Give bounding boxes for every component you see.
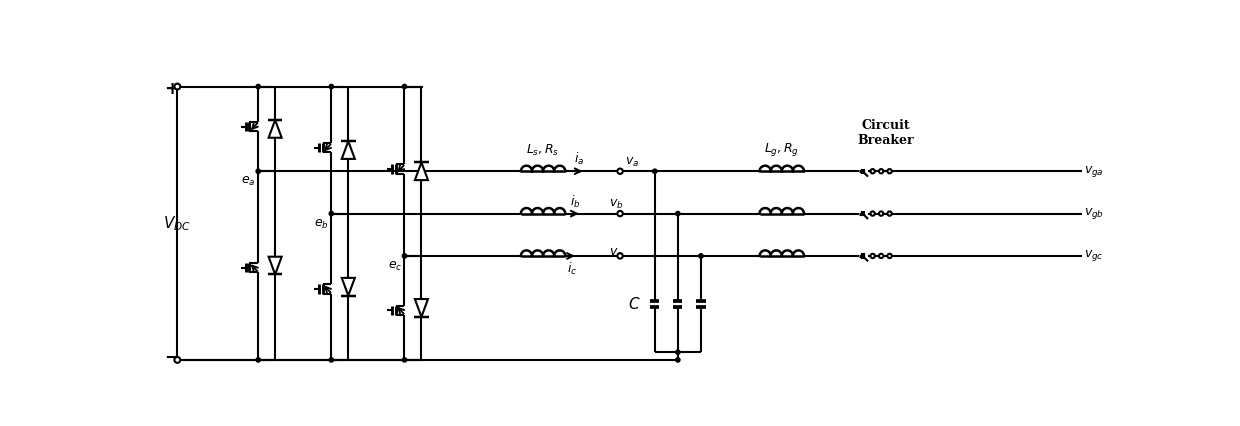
- Text: +: +: [164, 80, 179, 98]
- Text: $L_s, R_s$: $L_s, R_s$: [527, 143, 559, 158]
- Circle shape: [676, 211, 680, 216]
- Circle shape: [888, 169, 892, 173]
- Text: −: −: [164, 348, 179, 367]
- Text: $v_{gb}$: $v_{gb}$: [1085, 206, 1105, 221]
- Circle shape: [618, 211, 622, 216]
- Text: $i_a$: $i_a$: [574, 151, 584, 167]
- Circle shape: [618, 169, 622, 174]
- Text: $e_b$: $e_b$: [314, 217, 329, 230]
- Text: $i_b$: $i_b$: [570, 194, 580, 210]
- Text: $i_c$: $i_c$: [567, 261, 577, 276]
- Circle shape: [888, 211, 892, 216]
- Text: $v_a$: $v_a$: [625, 156, 639, 169]
- Polygon shape: [415, 162, 428, 180]
- Polygon shape: [269, 120, 281, 138]
- Text: $e_a$: $e_a$: [242, 175, 255, 188]
- Polygon shape: [269, 257, 281, 274]
- Text: Circuit
Breaker: Circuit Breaker: [857, 118, 914, 147]
- Circle shape: [618, 253, 622, 259]
- Polygon shape: [342, 141, 355, 159]
- Circle shape: [676, 358, 680, 362]
- Circle shape: [175, 357, 180, 363]
- Circle shape: [870, 254, 874, 258]
- Text: $v_b$: $v_b$: [609, 198, 622, 211]
- Text: $C$: $C$: [629, 296, 641, 312]
- Circle shape: [676, 350, 680, 354]
- Circle shape: [888, 254, 892, 258]
- Text: $v_{ga}$: $v_{ga}$: [1085, 164, 1104, 179]
- Circle shape: [255, 169, 260, 173]
- Circle shape: [329, 358, 334, 362]
- Circle shape: [402, 84, 407, 89]
- Polygon shape: [342, 278, 355, 296]
- Circle shape: [255, 358, 260, 362]
- Text: $L_g, R_g$: $L_g, R_g$: [764, 141, 800, 158]
- Text: $e_c$: $e_c$: [388, 260, 402, 273]
- Circle shape: [175, 83, 180, 89]
- Text: $v_{gc}$: $v_{gc}$: [1085, 248, 1104, 263]
- Text: $v_c$: $v_c$: [609, 247, 622, 260]
- Text: $V_{DC}$: $V_{DC}$: [164, 214, 191, 233]
- Circle shape: [699, 254, 703, 258]
- Circle shape: [329, 211, 334, 216]
- Circle shape: [402, 358, 407, 362]
- Circle shape: [255, 84, 260, 89]
- Circle shape: [329, 84, 334, 89]
- Circle shape: [879, 211, 883, 216]
- Circle shape: [870, 169, 874, 173]
- Circle shape: [870, 211, 874, 216]
- Circle shape: [879, 254, 883, 258]
- Circle shape: [652, 169, 657, 173]
- Polygon shape: [415, 299, 428, 317]
- Circle shape: [402, 254, 407, 258]
- Circle shape: [879, 169, 883, 173]
